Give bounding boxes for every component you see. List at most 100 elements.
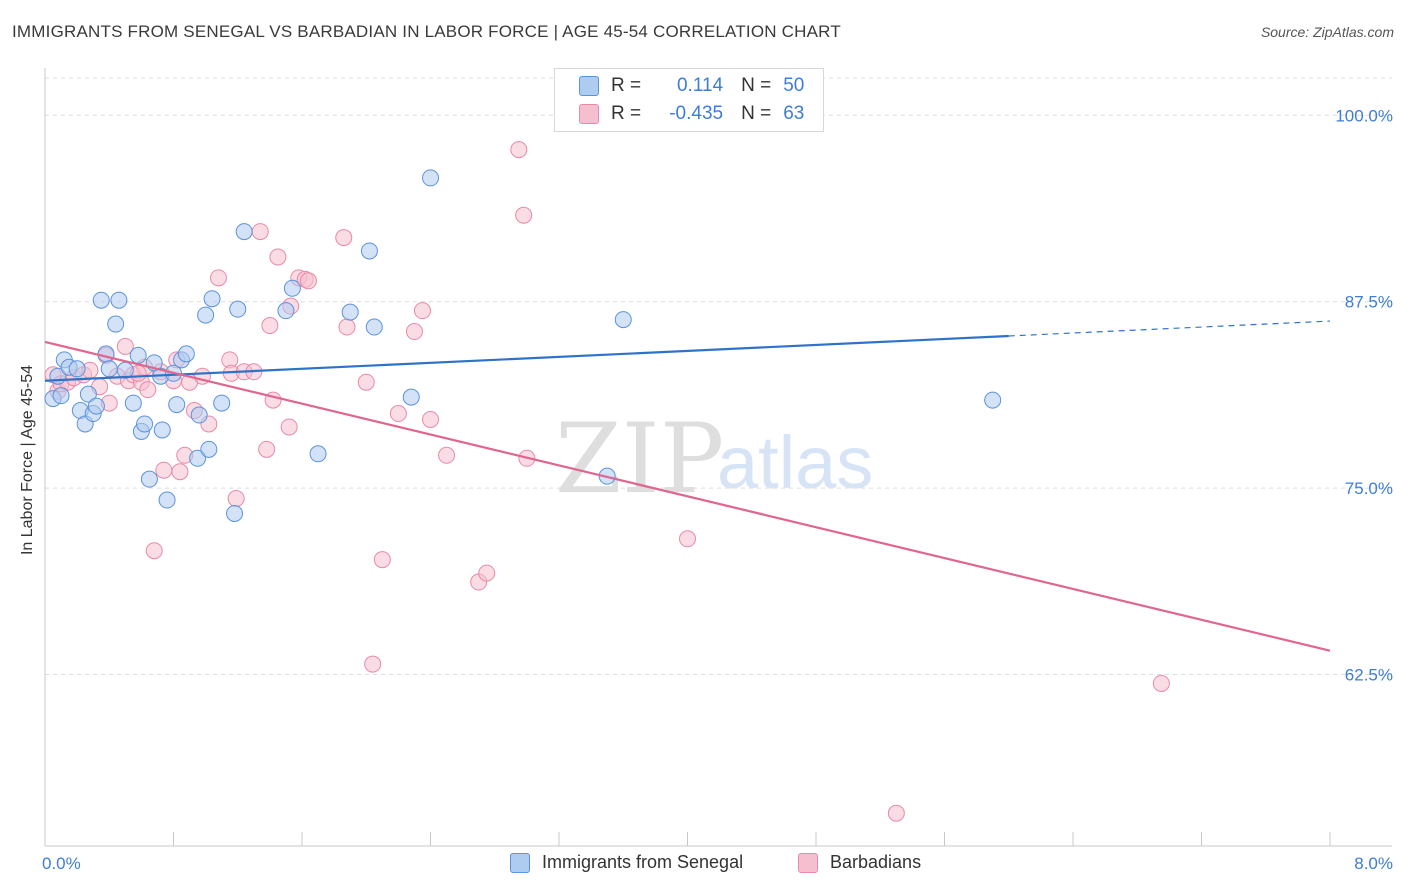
watermark: ZIP atlas	[555, 403, 873, 515]
watermark-atlas: atlas	[717, 421, 873, 504]
point-senegal	[158, 491, 176, 509]
tick-labels: 62.5% 75.0% 87.5% 100.0% 0.0% 8.0%	[42, 106, 1393, 873]
point-senegal	[190, 406, 208, 424]
x-tick-label-min: 0.0%	[42, 854, 81, 873]
legend-swatch-barbadians	[579, 104, 599, 124]
point-barbadians	[413, 302, 431, 320]
point-senegal	[52, 387, 70, 405]
point-barbadians	[510, 141, 528, 159]
legend-swatch-senegal	[579, 76, 599, 96]
point-senegal	[984, 391, 1002, 409]
y-tick-label: 75.0%	[1345, 479, 1393, 498]
legend-row-senegal: R = 0.114 N = 50	[579, 74, 804, 98]
bottom-legend-senegal: Immigrants from Senegal	[510, 852, 743, 873]
point-senegal	[203, 290, 221, 308]
legend-r-label: R =	[611, 75, 642, 96]
point-barbadians	[171, 463, 189, 481]
bottom-legend-barbadians: Barbadians	[798, 852, 921, 873]
point-senegal	[168, 396, 186, 414]
legend-n-label: N =	[741, 75, 772, 96]
point-senegal	[100, 360, 118, 378]
point-senegal	[614, 311, 632, 329]
point-senegal	[124, 394, 142, 412]
point-barbadians	[139, 381, 157, 399]
y-tick-label: 87.5%	[1345, 293, 1393, 312]
point-senegal	[365, 318, 383, 336]
point-barbadians	[299, 272, 317, 290]
point-senegal	[177, 345, 195, 363]
point-barbadians	[679, 530, 696, 548]
point-barbadians	[269, 248, 287, 266]
point-barbadians	[261, 317, 279, 335]
legend: R = 0.114 N = 50 R = -0.435 N = 63	[554, 68, 824, 132]
point-senegal	[213, 394, 231, 412]
point-barbadians	[145, 542, 163, 560]
trend-line-senegal	[44, 334, 1009, 382]
point-barbadians	[116, 337, 134, 355]
point-senegal	[87, 397, 105, 415]
point-senegal	[200, 440, 218, 458]
point-barbadians	[405, 323, 423, 341]
point-barbadians	[258, 440, 276, 458]
axes	[44, 68, 1392, 847]
watermark-zip: ZIP	[555, 403, 724, 515]
legend-row-barbadians: R = -0.435 N = 63	[579, 102, 804, 126]
bottom-legend: Immigrants from Senegal Barbadians	[0, 852, 1406, 878]
point-senegal	[229, 300, 247, 318]
point-senegal	[79, 385, 97, 403]
point-barbadians	[251, 223, 269, 241]
y-tick-label: 100.0%	[1335, 106, 1393, 125]
point-barbadians	[1152, 674, 1170, 692]
point-senegal	[422, 169, 439, 187]
legend-r-value-senegal: 0.114	[676, 75, 724, 96]
point-senegal	[283, 279, 301, 297]
point-senegal	[402, 388, 420, 406]
point-senegal	[140, 470, 158, 488]
point-barbadians	[335, 229, 353, 247]
point-senegal	[309, 445, 327, 463]
point-barbadians	[389, 405, 407, 423]
point-barbadians	[227, 490, 245, 508]
point-senegal	[110, 291, 128, 309]
legend-n-value-senegal: 50	[783, 75, 805, 96]
point-senegal	[235, 223, 253, 241]
point-senegal	[226, 504, 244, 522]
point-senegal	[189, 449, 207, 467]
point-barbadians	[280, 418, 298, 436]
point-barbadians	[209, 269, 227, 287]
point-barbadians	[887, 804, 905, 822]
point-senegal	[68, 360, 86, 378]
point-senegal	[97, 345, 115, 363]
legend-r-value-barbadians: -0.435	[669, 103, 724, 124]
bottom-legend-swatch-barbadians	[798, 852, 818, 873]
legend-r-label: R =	[611, 103, 642, 124]
point-barbadians	[338, 318, 356, 336]
point-senegal	[197, 306, 215, 324]
bottom-legend-label-senegal: Immigrants from Senegal	[542, 852, 744, 872]
point-barbadians	[515, 206, 533, 224]
source-label: Source: ZipAtlas.com	[1260, 24, 1394, 40]
point-barbadians	[478, 564, 496, 582]
point-barbadians	[422, 410, 439, 428]
point-barbadians	[357, 373, 375, 391]
senegal-points	[44, 169, 1002, 522]
legend-n-label: N =	[741, 103, 772, 124]
bottom-legend-label-barbadians: Barbadians	[830, 852, 922, 872]
point-barbadians	[438, 446, 456, 464]
point-barbadians	[373, 551, 391, 569]
point-senegal	[360, 242, 378, 260]
point-senegal	[129, 346, 147, 364]
point-senegal	[107, 315, 125, 333]
point-senegal	[153, 421, 171, 439]
bottom-legend-swatch-senegal	[510, 852, 530, 873]
trend-line-senegal-extension	[1008, 320, 1331, 337]
point-barbadians	[155, 461, 173, 479]
point-senegal	[277, 302, 295, 320]
point-barbadians	[364, 655, 382, 673]
point-senegal	[92, 291, 110, 309]
trend-line-barbadians	[44, 340, 1331, 652]
y-axis-label: In Labor Force | Age 45-54	[19, 364, 36, 556]
chart-title: IMMIGRANTS FROM SENEGAL VS BARBADIAN IN …	[12, 22, 841, 41]
point-senegal	[136, 415, 154, 433]
